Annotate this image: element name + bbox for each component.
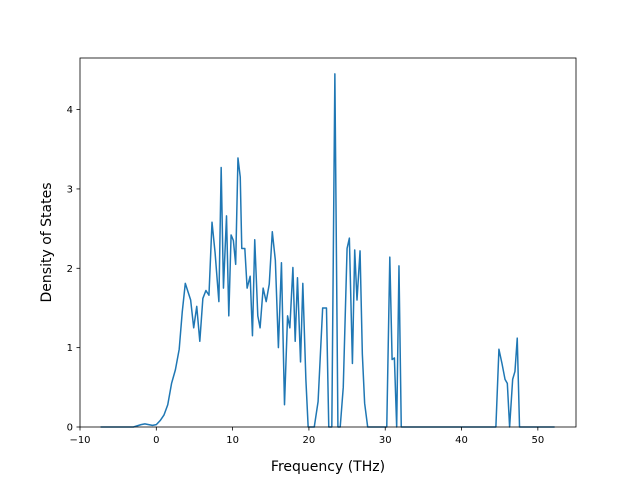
y-tick-label: 1 [67,343,73,354]
y-axis-label: Density of States [39,183,55,303]
x-tick-label: 10 [226,435,239,446]
y-axis-ticks: 0 1 2 3 4 [67,105,80,434]
x-tick-label: 40 [455,435,468,446]
x-axis-label: Frequency (THz) [271,459,385,475]
y-tick-label: 3 [67,184,73,195]
x-tick-label: 50 [531,435,544,446]
y-tick-label: 0 [67,423,73,434]
x-tick-label: −10 [69,435,90,446]
x-axis-ticks: −10 0 10 20 30 40 50 [69,427,544,446]
plot-frame [79,57,577,428]
series-line-0 [100,73,555,428]
y-tick-label: 4 [67,105,73,116]
y-tick-label: 2 [67,264,73,275]
x-tick-label: 20 [303,435,316,446]
x-tick-label: 30 [379,435,392,446]
x-tick-label: 0 [153,435,159,446]
plot-marks [100,73,555,428]
